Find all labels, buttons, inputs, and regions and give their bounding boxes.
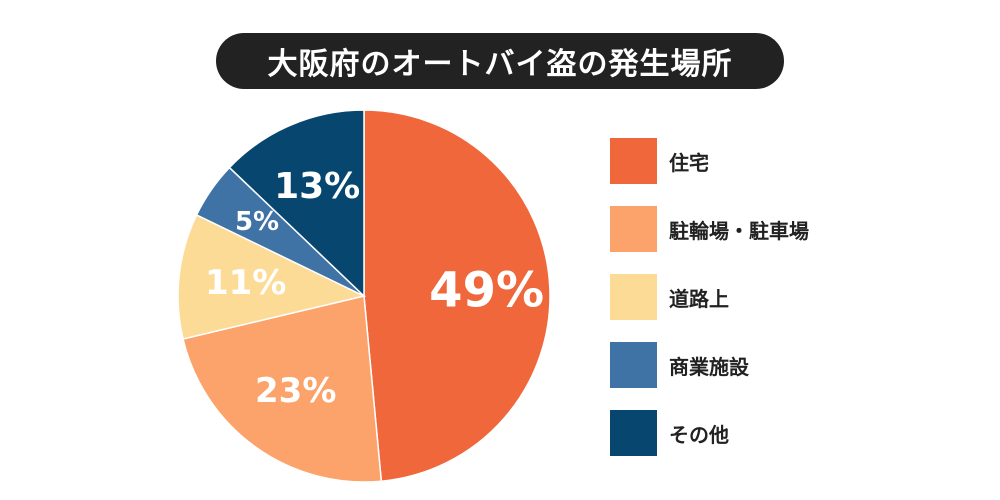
pie-label-other: 13%: [274, 166, 360, 207]
legend-item-parking: 駐輪場・駐車場: [610, 206, 809, 252]
legend-item-housing: 住宅: [610, 138, 809, 184]
pie-slice-other: [228, 109, 365, 298]
chart-title-banner: 大阪府のオートバイ盗の発生場所: [216, 33, 784, 89]
legend-swatch-commercial: [610, 342, 657, 388]
legend-item-commercial: 商業施設: [610, 342, 809, 388]
legend-label-housing: 住宅: [669, 150, 709, 175]
pie-label-parking: 23%: [255, 371, 336, 411]
legend-label-other: その他: [669, 422, 729, 447]
pie-label-commercial: 5%: [235, 207, 279, 237]
legend-item-road: 道路上: [610, 274, 809, 320]
legend-swatch-other: [610, 410, 657, 456]
legend-label-parking: 駐輪場・駐車場: [669, 218, 809, 243]
pie-slice-parking: [182, 295, 383, 483]
chart-title: 大阪府のオートバイ盗の発生場所: [267, 47, 733, 82]
pie-slice-road: [177, 213, 367, 340]
legend-item-other: その他: [610, 410, 809, 456]
legend-swatch-parking: [610, 206, 657, 252]
legend-swatch-housing: [610, 138, 657, 184]
legend-label-road: 道路上: [669, 286, 729, 311]
pie-label-housing: 49%: [429, 262, 544, 318]
pie-label-road: 11%: [205, 263, 286, 303]
legend-swatch-road: [610, 274, 657, 320]
pie-slice-housing: [363, 109, 551, 483]
legend: 住宅 駐輪場・駐車場 道路上 商業施設 その他: [610, 138, 809, 478]
legend-label-commercial: 商業施設: [669, 354, 749, 379]
